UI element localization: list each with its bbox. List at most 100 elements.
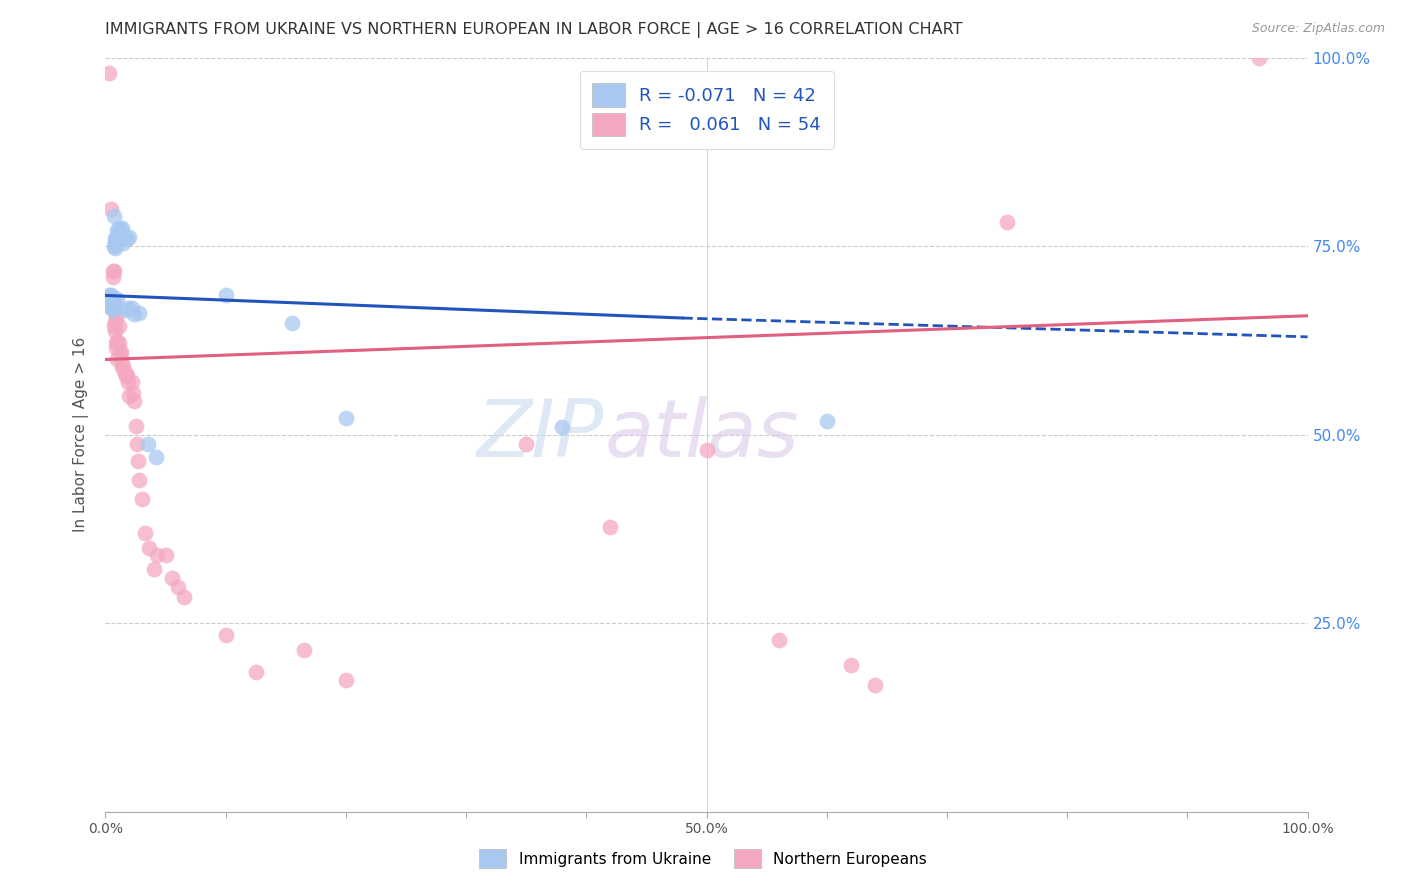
Point [104,232,127,246]
Text: ZIP: ZIP [477,396,605,474]
Point [142,562,165,576]
Point [107,335,129,350]
Point [105,311,128,326]
Point [105,235,128,250]
Point [115,369,138,384]
Point [696,442,718,457]
Point [98,300,121,314]
Point [124,393,146,408]
Point [124,418,146,433]
Point [110,352,132,367]
Point [815,414,838,428]
Point [127,454,149,468]
Point [335,411,357,425]
Point [117,301,139,316]
Point [281,316,304,330]
Point [107,232,129,246]
Point [107,318,129,333]
Point [112,359,135,373]
Point [111,359,134,374]
Point [768,632,790,647]
Point [100,202,122,216]
Point [101,303,124,318]
Point [110,223,132,237]
Point [122,386,145,401]
Point [136,437,159,451]
Point [515,437,537,451]
Point [138,541,160,555]
Point [103,239,125,253]
Point [107,352,129,367]
Y-axis label: In Labor Force | Age > 16: In Labor Force | Age > 16 [73,337,90,533]
Point [103,298,125,312]
Point [105,230,128,244]
Point [103,301,125,316]
Point [115,368,138,382]
Point [863,678,886,692]
Point [995,215,1018,229]
Point [124,307,146,321]
Point [115,232,138,246]
Text: IMMIGRANTS FROM UKRAINE VS NORTHERN EUROPEAN IN LABOR FORCE | AGE > 16 CORRELATI: IMMIGRANTS FROM UKRAINE VS NORTHERN EURO… [105,22,963,38]
Point [108,346,131,360]
Point [104,315,127,329]
Point [100,288,122,302]
Point [98,288,121,302]
Point [114,230,136,244]
Point [1249,51,1271,65]
Point [114,366,136,380]
Point [117,375,139,389]
Point [111,220,134,235]
Point [107,228,129,243]
Point [103,209,125,223]
Point [245,665,267,680]
Point [101,292,124,306]
Point [121,301,143,316]
Point [110,345,132,359]
Point [101,298,124,312]
Point [107,292,129,306]
Point [107,220,129,235]
Point [134,525,156,540]
Point [100,292,122,306]
Point [104,324,127,338]
Point [146,549,169,563]
Point [214,627,236,641]
Point [335,673,357,687]
Point [103,263,125,277]
Point [105,335,128,350]
Point [118,230,141,244]
Point [125,437,148,451]
Point [107,334,129,348]
Point [292,642,315,657]
Legend: Immigrants from Ukraine, Northern Europeans: Immigrants from Ukraine, Northern Europe… [471,841,935,875]
Point [107,223,129,237]
Point [112,235,135,250]
Point [173,590,195,604]
Point [104,235,127,250]
Point [551,420,574,434]
Point [599,520,621,534]
Text: atlas: atlas [605,396,799,474]
Point [145,450,167,465]
Legend: R = -0.071   N = 42, R =   0.061   N = 54: R = -0.071 N = 42, R = 0.061 N = 54 [579,70,834,149]
Point [105,341,128,355]
Text: Source: ZipAtlas.com: Source: ZipAtlas.com [1251,22,1385,36]
Point [103,293,125,308]
Point [121,375,143,389]
Point [128,306,150,320]
Point [98,296,121,310]
Point [104,241,127,255]
Point [100,300,122,314]
Point [131,491,153,506]
Point [101,263,124,277]
Point [118,389,141,403]
Point [160,571,183,585]
Point [103,318,125,333]
Point [108,232,131,246]
Point [98,66,121,80]
Point [128,473,150,487]
Point [115,303,138,318]
Point [839,657,862,672]
Point [214,288,236,302]
